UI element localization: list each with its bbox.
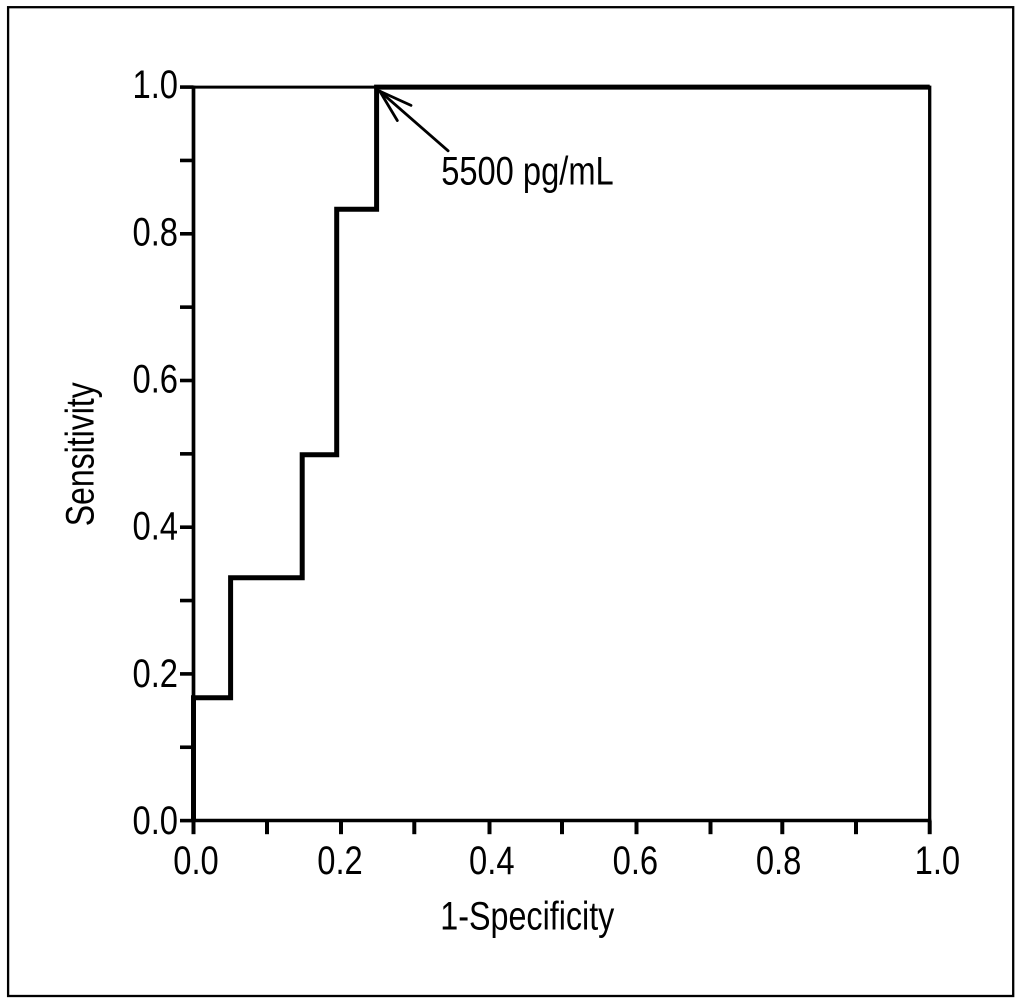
svg-text:1-Specificity: 1-Specificity (440, 895, 614, 939)
svg-text:Sensitivity: Sensitivity (58, 382, 102, 526)
svg-text:0.6: 0.6 (133, 357, 179, 401)
svg-text:0.8: 0.8 (756, 839, 802, 883)
svg-text:1.0: 1.0 (133, 63, 179, 107)
svg-text:5500 pg/mL: 5500 pg/mL (441, 150, 614, 194)
svg-text:0.0: 0.0 (133, 799, 179, 843)
svg-text:1.0: 1.0 (915, 839, 961, 883)
svg-text:0.8: 0.8 (133, 210, 179, 254)
svg-text:0.4: 0.4 (469, 839, 515, 883)
svg-text:0.6: 0.6 (613, 839, 659, 883)
svg-text:0.2: 0.2 (133, 652, 179, 696)
svg-text:0.0: 0.0 (173, 839, 219, 883)
svg-text:0.2: 0.2 (317, 839, 363, 883)
svg-text:0.4: 0.4 (133, 505, 179, 549)
